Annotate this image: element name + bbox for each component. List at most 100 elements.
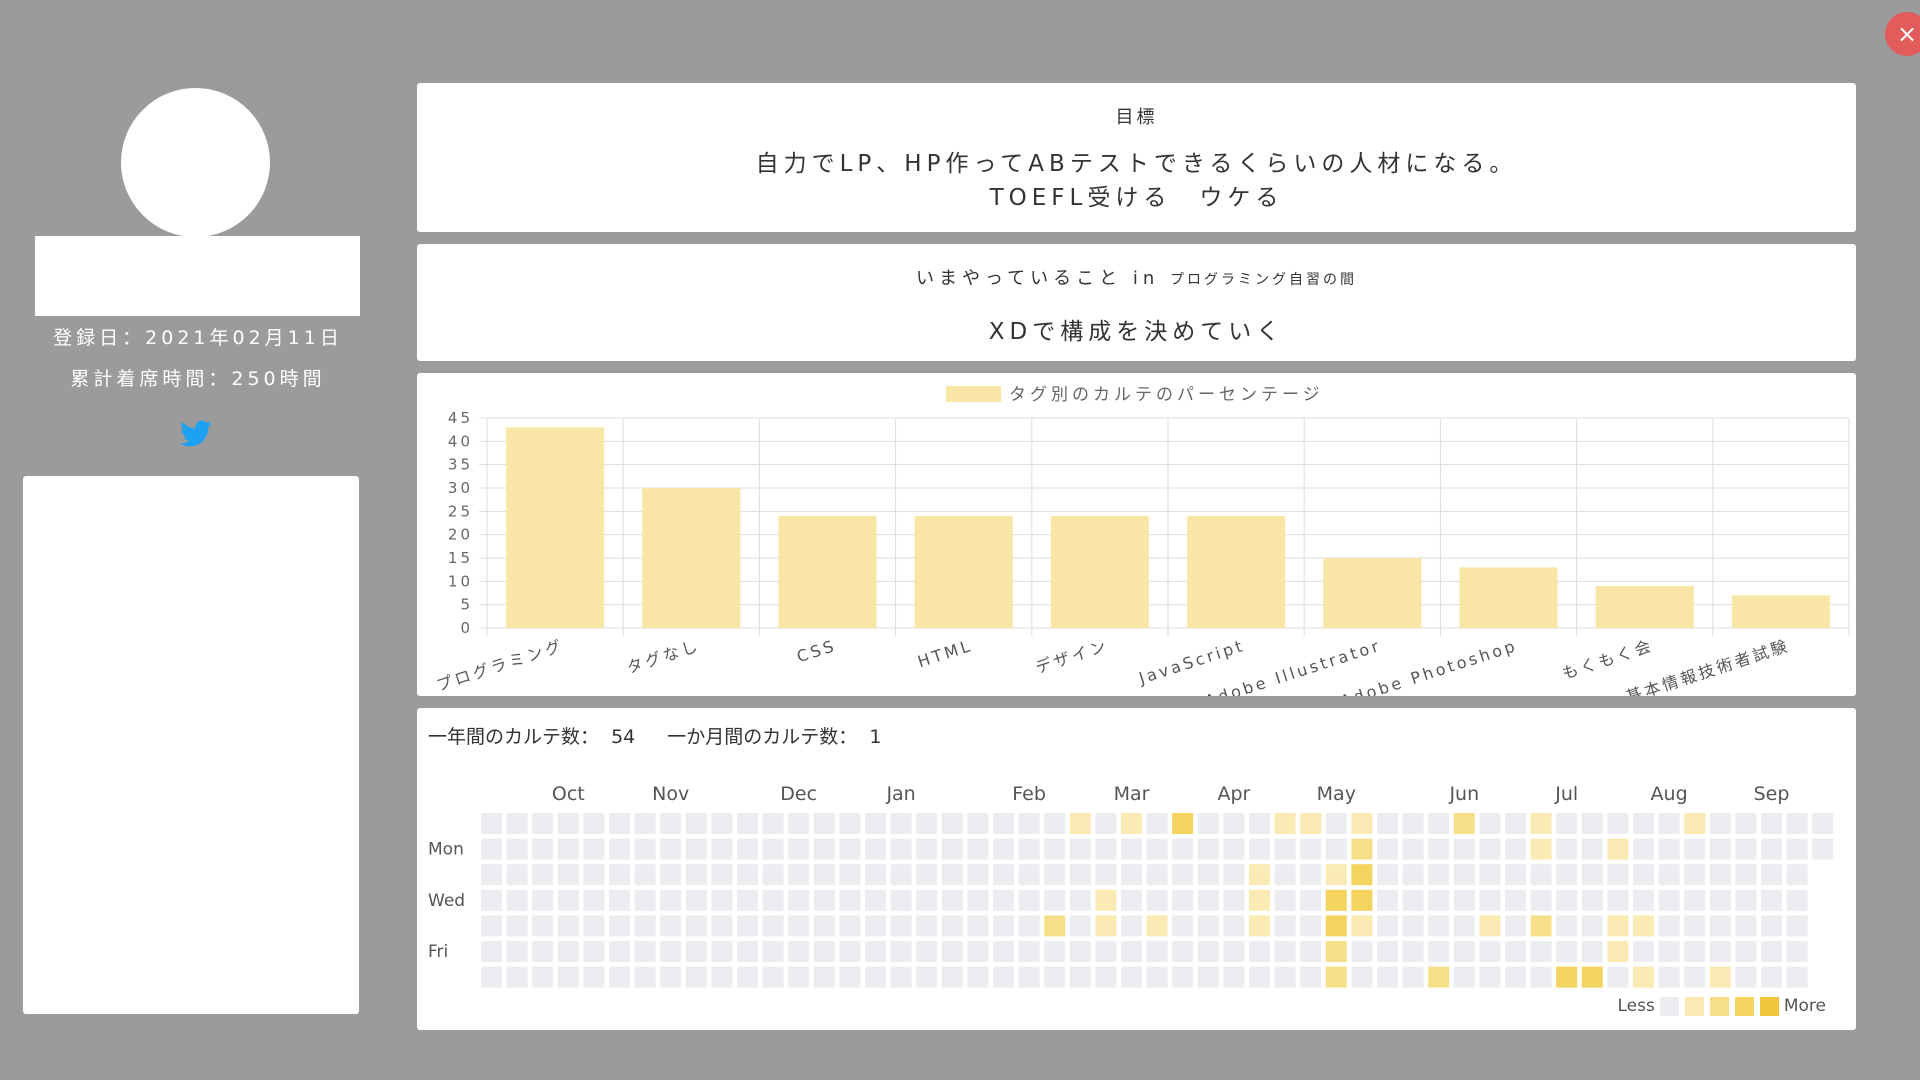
heatmap-cell[interactable]	[1556, 915, 1578, 937]
heatmap-cell[interactable]	[1095, 838, 1117, 860]
heatmap-cell[interactable]	[506, 864, 528, 886]
heatmap-cell[interactable]	[1505, 889, 1526, 911]
heatmap-cell[interactable]	[506, 813, 528, 834]
heatmap-cell[interactable]	[711, 813, 733, 834]
heatmap-cell[interactable]	[865, 915, 886, 937]
heatmap-cell[interactable]	[1556, 889, 1578, 911]
heatmap-cell[interactable]	[1761, 838, 1782, 860]
heatmap-cell[interactable]	[1428, 941, 1450, 962]
heatmap-cell[interactable]	[1633, 838, 1654, 860]
heatmap-cell[interactable]	[1300, 813, 1322, 834]
heatmap-cell[interactable]	[1786, 889, 1808, 911]
heatmap-cell[interactable]	[634, 915, 656, 937]
heatmap-cell[interactable]	[583, 864, 605, 886]
heatmap-cell[interactable]	[967, 941, 989, 962]
heatmap-cell[interactable]	[1428, 966, 1450, 988]
heatmap-cell[interactable]	[839, 941, 861, 962]
heatmap-cell[interactable]	[1786, 941, 1808, 962]
heatmap-cell[interactable]	[1453, 813, 1475, 834]
heatmap-cell[interactable]	[1146, 915, 1168, 937]
heatmap-cell[interactable]	[1607, 889, 1629, 911]
heatmap-cell[interactable]	[1325, 838, 1347, 860]
heatmap-cell[interactable]	[1633, 864, 1654, 886]
heatmap-cell[interactable]	[685, 966, 707, 988]
heatmap-cell[interactable]	[557, 966, 579, 988]
heatmap-cell[interactable]	[1735, 838, 1757, 860]
heatmap-cell[interactable]	[660, 889, 682, 911]
heatmap-cell[interactable]	[1607, 966, 1629, 988]
heatmap-cell[interactable]	[1761, 864, 1782, 886]
heatmap-cell[interactable]	[711, 864, 733, 886]
heatmap-cell[interactable]	[865, 864, 886, 886]
heatmap-cell[interactable]	[1505, 813, 1526, 834]
heatmap-cell[interactable]	[1249, 915, 1270, 937]
heatmap-cell[interactable]	[839, 889, 861, 911]
heatmap-cell[interactable]	[890, 838, 912, 860]
heatmap-cell[interactable]	[865, 813, 886, 834]
heatmap-cell[interactable]	[1428, 889, 1450, 911]
heatmap-cell[interactable]	[660, 941, 682, 962]
heatmap-cell[interactable]	[1351, 915, 1373, 937]
heatmap-cell[interactable]	[1684, 915, 1706, 937]
heatmap-cell[interactable]	[1325, 915, 1347, 937]
heatmap-cell[interactable]	[660, 915, 682, 937]
heatmap-cell[interactable]	[1121, 941, 1142, 962]
heatmap-cell[interactable]	[557, 889, 579, 911]
heatmap-cell[interactable]	[685, 864, 707, 886]
heatmap-cell[interactable]	[1709, 889, 1731, 911]
heatmap-cell[interactable]	[1377, 941, 1398, 962]
heatmap-cell[interactable]	[1018, 838, 1040, 860]
heatmap-cell[interactable]	[1812, 838, 1834, 860]
heatmap-cell[interactable]	[1581, 966, 1603, 988]
heatmap-cell[interactable]	[1581, 889, 1603, 911]
heatmap-cell[interactable]	[557, 915, 579, 937]
heatmap-cell[interactable]	[1633, 941, 1654, 962]
heatmap-cell[interactable]	[711, 915, 733, 937]
heatmap-cell[interactable]	[1095, 889, 1117, 911]
heatmap-cell[interactable]	[1709, 864, 1731, 886]
heatmap-cell[interactable]	[685, 838, 707, 860]
heatmap-cell[interactable]	[1351, 941, 1373, 962]
heatmap-cell[interactable]	[1684, 813, 1706, 834]
heatmap-cell[interactable]	[1095, 864, 1117, 886]
close-button[interactable]: ×	[1885, 12, 1920, 56]
heatmap-cell[interactable]	[967, 889, 989, 911]
heatmap-cell[interactable]	[481, 915, 502, 937]
heatmap-cell[interactable]	[1018, 966, 1040, 988]
heatmap-cell[interactable]	[1197, 889, 1219, 911]
heatmap-cell[interactable]	[1274, 813, 1296, 834]
heatmap-cell[interactable]	[1786, 813, 1808, 834]
heatmap-cell[interactable]	[993, 838, 1014, 860]
heatmap-cell[interactable]	[1223, 864, 1245, 886]
heatmap-cell[interactable]	[762, 813, 784, 834]
heatmap-cell[interactable]	[813, 813, 835, 834]
heatmap-cell[interactable]	[916, 915, 938, 937]
heatmap-cell[interactable]	[660, 864, 682, 886]
heatmap-cell[interactable]	[813, 915, 835, 937]
heatmap-cell[interactable]	[1505, 941, 1526, 962]
heatmap-cell[interactable]	[532, 889, 554, 911]
twitter-icon[interactable]	[180, 420, 212, 448]
heatmap-cell[interactable]	[1402, 864, 1424, 886]
heatmap-cell[interactable]	[1069, 889, 1091, 911]
heatmap-cell[interactable]	[865, 889, 886, 911]
heatmap-cell[interactable]	[1428, 838, 1450, 860]
heatmap-cell[interactable]	[685, 889, 707, 911]
heatmap-cell[interactable]	[1428, 915, 1450, 937]
heatmap-cell[interactable]	[609, 864, 630, 886]
heatmap-cell[interactable]	[1172, 838, 1194, 860]
heatmap-cell[interactable]	[1658, 941, 1680, 962]
heatmap-cell[interactable]	[1402, 889, 1424, 911]
heatmap-cell[interactable]	[481, 941, 502, 962]
heatmap-cell[interactable]	[788, 889, 810, 911]
heatmap-cell[interactable]	[839, 813, 861, 834]
heatmap-cell[interactable]	[762, 941, 784, 962]
heatmap-cell[interactable]	[1172, 889, 1194, 911]
heatmap-cell[interactable]	[941, 864, 963, 886]
heatmap-cell[interactable]	[1607, 838, 1629, 860]
heatmap-cell[interactable]	[1786, 864, 1808, 886]
heatmap-cell[interactable]	[1556, 966, 1578, 988]
heatmap-cell[interactable]	[532, 966, 554, 988]
heatmap-cell[interactable]	[583, 889, 605, 911]
heatmap-cell[interactable]	[1479, 838, 1501, 860]
